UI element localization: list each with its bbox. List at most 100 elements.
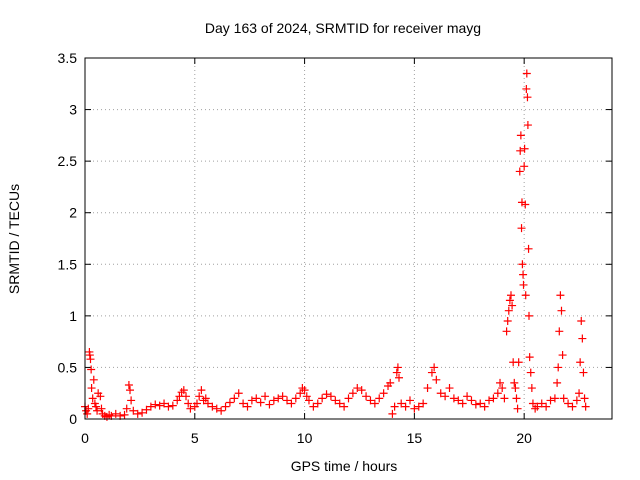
data-point [182, 392, 191, 401]
data-point [498, 384, 507, 393]
y-tick-label: 2 [69, 205, 77, 221]
data-point [234, 389, 243, 398]
data-point [133, 409, 142, 418]
data-point [553, 378, 562, 387]
data-point [348, 389, 357, 398]
data-point [313, 399, 322, 408]
data-point [568, 402, 577, 411]
data-point [197, 386, 206, 395]
data-point [96, 392, 105, 401]
data-point [432, 375, 441, 384]
data-point [546, 396, 555, 405]
data-point [510, 378, 519, 387]
data-point [208, 402, 217, 411]
data-point [517, 224, 526, 233]
data-point [124, 380, 133, 389]
data-point [419, 399, 428, 408]
y-tick-label: 0.5 [58, 359, 78, 375]
data-point [504, 306, 513, 315]
data-point [309, 402, 318, 411]
data-point [179, 386, 188, 395]
data-point [580, 394, 589, 403]
data-point [520, 144, 529, 153]
data-point [503, 317, 512, 326]
data-point [522, 84, 531, 93]
data-point [480, 402, 489, 411]
data-point [195, 392, 204, 401]
x-tick-label: 0 [81, 430, 89, 446]
data-point [577, 317, 586, 326]
data-point [521, 200, 530, 209]
data-point [322, 390, 331, 399]
data-point [326, 392, 335, 401]
data-point [505, 296, 514, 305]
data-point [120, 410, 129, 419]
data-point [555, 327, 564, 336]
data-point [287, 399, 296, 408]
data-point [274, 394, 283, 403]
data-point [578, 334, 587, 343]
data-point [493, 389, 502, 398]
data-point [239, 399, 248, 408]
data-point [395, 373, 404, 382]
data-point [184, 399, 193, 408]
data-point [89, 375, 98, 384]
data-point [344, 394, 353, 403]
data-point [265, 400, 274, 409]
data-point [564, 399, 573, 408]
data-point [252, 394, 261, 403]
data-point [173, 396, 182, 405]
data-point [105, 410, 114, 419]
data-point [192, 399, 201, 408]
data-point [247, 396, 256, 405]
data-point [127, 396, 136, 405]
data-point [542, 402, 551, 411]
data-point [581, 402, 590, 411]
data-point [423, 384, 432, 393]
data-point [269, 396, 278, 405]
data-point [512, 394, 521, 403]
data-point [572, 396, 581, 405]
data-point [256, 398, 265, 407]
y-tick-label: 1.5 [58, 256, 78, 272]
data-point [168, 401, 177, 410]
data-point [518, 260, 527, 269]
data-point [296, 389, 305, 398]
data-point [579, 368, 588, 377]
data-point [291, 394, 300, 403]
data-point [533, 402, 542, 411]
data-point [87, 384, 96, 393]
x-tick-label: 5 [191, 430, 199, 446]
data-point [331, 396, 340, 405]
data-point [186, 404, 195, 413]
data-point [454, 396, 463, 405]
data-point [122, 404, 131, 413]
data-point [221, 402, 230, 411]
data-point [160, 399, 169, 408]
data-point [514, 358, 523, 367]
y-axis-label: SRMTID / TECUs [6, 184, 22, 294]
data-point [489, 394, 498, 403]
data-point [379, 389, 388, 398]
data-point [335, 399, 344, 408]
data-point [508, 301, 517, 310]
chart-title: Day 163 of 2024, SRMTID for receiver may… [205, 20, 481, 36]
data-point [261, 392, 270, 401]
data-point [155, 401, 164, 410]
data-point [523, 121, 532, 130]
data-point [138, 408, 147, 417]
data-point [203, 399, 212, 408]
data-point [557, 306, 566, 315]
data-point [300, 386, 309, 395]
data-point [87, 365, 96, 374]
data-point [283, 396, 292, 405]
data-point [436, 389, 445, 398]
data-point [517, 198, 526, 207]
data-point [97, 404, 106, 413]
data-point [559, 394, 568, 403]
data-point [392, 368, 401, 377]
data-point [427, 368, 436, 377]
data-point [516, 146, 525, 155]
data-point [177, 388, 186, 397]
data-point [111, 409, 120, 418]
